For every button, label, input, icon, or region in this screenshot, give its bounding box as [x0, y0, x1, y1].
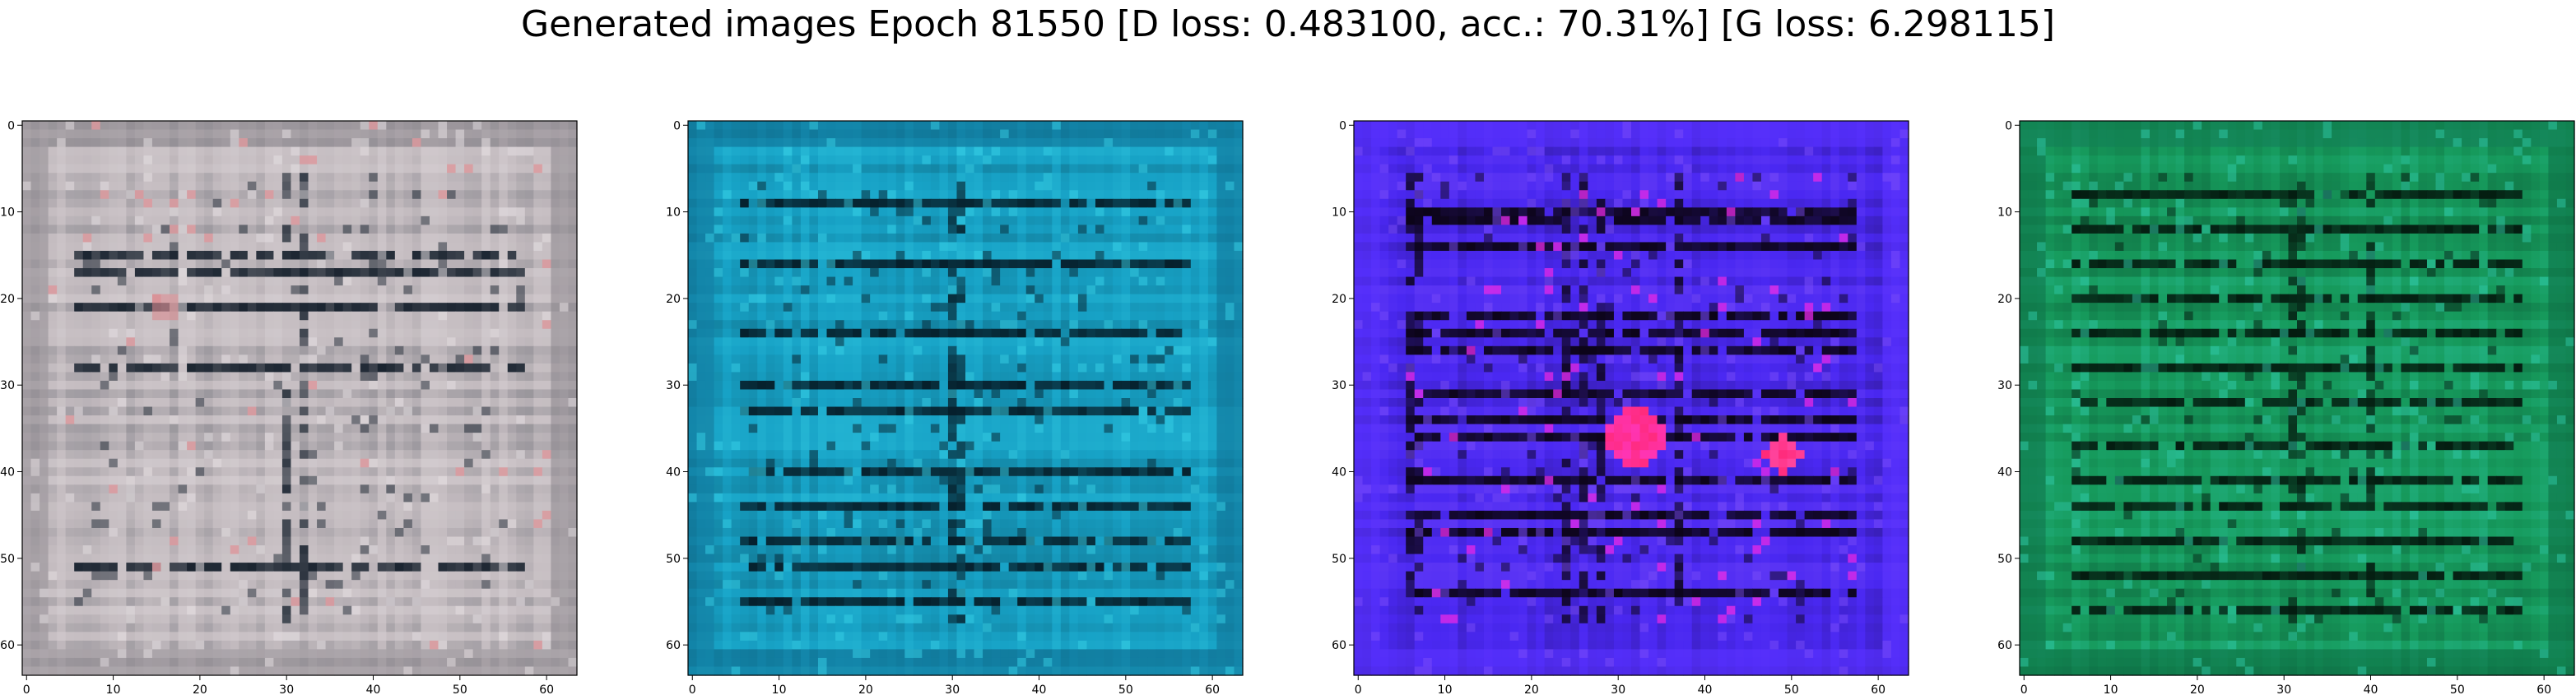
- image-panel-1: 0 10 20 30 40 50 60 0 10 20 30 40 50 60: [0, 119, 577, 695]
- y-tick-label: 30: [0, 379, 15, 392]
- x-tick-label: 30: [1611, 683, 1625, 695]
- x-tick-label: 60: [539, 683, 554, 695]
- x-tick-label: 60: [1871, 683, 1886, 695]
- y-tick-label: 50: [0, 553, 15, 566]
- generated-image-1: [22, 121, 578, 676]
- x-tick-label: 50: [1118, 683, 1133, 695]
- x-tick-label: 40: [1032, 683, 1047, 695]
- y-tick-label: 10: [1332, 206, 1346, 220]
- x-tick-label: 40: [366, 683, 381, 695]
- y-tick-label: 10: [666, 206, 681, 220]
- image-panel-4: 0 10 20 30 40 50 60 0 10 20 30 40 50 60: [1997, 119, 2574, 695]
- x-tick-label: 0: [23, 683, 30, 695]
- image-panel-2: 0 10 20 30 40 50 60 0 10 20 30 40 50 60: [666, 119, 1243, 695]
- y-tick-label: 40: [1332, 466, 1346, 480]
- x-tick-label: 20: [1524, 683, 1539, 695]
- y-tick-label: 30: [1332, 379, 1346, 392]
- y-tick-label: 60: [666, 639, 681, 652]
- y-tick-label: 30: [1997, 379, 2012, 392]
- x-tick-label: 40: [1698, 683, 1713, 695]
- y-tick-label: 60: [0, 639, 15, 652]
- y-tick-label: 50: [1332, 553, 1346, 566]
- y-tick-label: 50: [1997, 553, 2012, 566]
- y-tick-label: 40: [0, 466, 15, 480]
- y-tick-label: 60: [1332, 639, 1346, 652]
- x-tick-label: 50: [2450, 683, 2465, 695]
- x-tick-label: 50: [453, 683, 467, 695]
- generated-image-3: [1354, 121, 1909, 676]
- x-tick-label: 20: [2190, 683, 2205, 695]
- y-tick-label: 40: [666, 466, 681, 480]
- y-tick-label: 30: [666, 379, 681, 392]
- x-tick-label: 60: [2536, 683, 2551, 695]
- x-tick-label: 0: [2020, 683, 2028, 695]
- x-tick-label: 50: [1784, 683, 1799, 695]
- y-tick-label: 0: [1339, 119, 1346, 132]
- x-tick-label: 20: [193, 683, 207, 695]
- y-tick-label: 40: [1997, 466, 2012, 480]
- y-tick-label: 50: [666, 553, 681, 566]
- image-panel-3: 0 10 20 30 40 50 60 0 10 20 30 40 50 60: [1332, 119, 1909, 695]
- x-tick-label: 30: [279, 683, 294, 695]
- y-tick-label: 10: [1997, 206, 2012, 220]
- x-tick-label: 40: [2364, 683, 2378, 695]
- x-tick-label: 10: [106, 683, 121, 695]
- y-tick-label: 10: [0, 206, 15, 220]
- y-tick-label: 60: [1997, 639, 2012, 652]
- y-tick-label: 0: [2005, 119, 2012, 132]
- x-tick-label: 20: [858, 683, 873, 695]
- y-tick-label: 20: [1997, 293, 2012, 306]
- x-tick-label: 10: [772, 683, 787, 695]
- x-tick-label: 10: [1438, 683, 1453, 695]
- x-tick-label: 0: [689, 683, 696, 695]
- x-tick-label: 0: [1355, 683, 1362, 695]
- x-tick-label: 30: [2276, 683, 2291, 695]
- x-tick-label: 30: [945, 683, 960, 695]
- y-tick-label: 20: [666, 293, 681, 306]
- y-tick-label: 20: [0, 293, 15, 306]
- y-tick-label: 20: [1332, 293, 1346, 306]
- generated-image-4: [2020, 121, 2575, 676]
- x-tick-label: 10: [2104, 683, 2118, 695]
- x-tick-label: 60: [1205, 683, 1220, 695]
- y-tick-label: 0: [7, 119, 15, 132]
- y-tick-label: 0: [673, 119, 681, 132]
- generated-image-2: [688, 121, 1244, 676]
